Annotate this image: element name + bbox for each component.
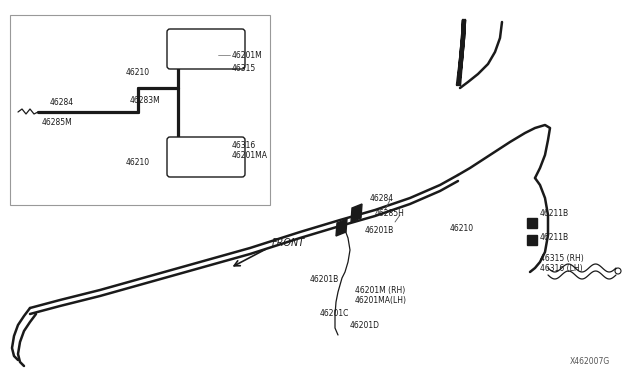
Text: 46201M: 46201M [232, 51, 263, 60]
Text: 46283M: 46283M [130, 96, 161, 105]
Text: 46201D: 46201D [350, 321, 380, 330]
FancyBboxPatch shape [167, 29, 245, 69]
Text: FRONT: FRONT [272, 238, 305, 248]
Bar [10, 15, 270, 205]
Text: 46210: 46210 [126, 157, 150, 167]
Text: 46316: 46316 [232, 141, 256, 150]
Text: 46201B: 46201B [365, 225, 394, 234]
Text: 46315: 46315 [232, 64, 256, 73]
Text: 46201M (RH): 46201M (RH) [355, 286, 405, 295]
Text: 46201C: 46201C [320, 308, 349, 317]
Text: 46285H: 46285H [375, 208, 405, 218]
Text: 46285M: 46285M [42, 118, 73, 126]
Text: X462007G: X462007G [570, 357, 611, 366]
Polygon shape [527, 235, 537, 245]
Polygon shape [527, 218, 537, 228]
Text: 46201MA: 46201MA [232, 151, 268, 160]
Text: 46201MA(LH): 46201MA(LH) [355, 296, 407, 305]
Text: 46211B: 46211B [540, 232, 569, 241]
Text: 46316 (LH): 46316 (LH) [540, 263, 582, 273]
FancyBboxPatch shape [167, 137, 245, 177]
Text: 46284: 46284 [50, 97, 74, 106]
Text: 46315 (RH): 46315 (RH) [540, 253, 584, 263]
Polygon shape [336, 219, 347, 236]
Polygon shape [351, 204, 362, 222]
Text: 46284: 46284 [370, 193, 394, 202]
Text: 46210: 46210 [126, 67, 150, 77]
Text: 46201B: 46201B [310, 276, 339, 285]
Text: 46211B: 46211B [540, 208, 569, 218]
Text: 46210: 46210 [450, 224, 474, 232]
